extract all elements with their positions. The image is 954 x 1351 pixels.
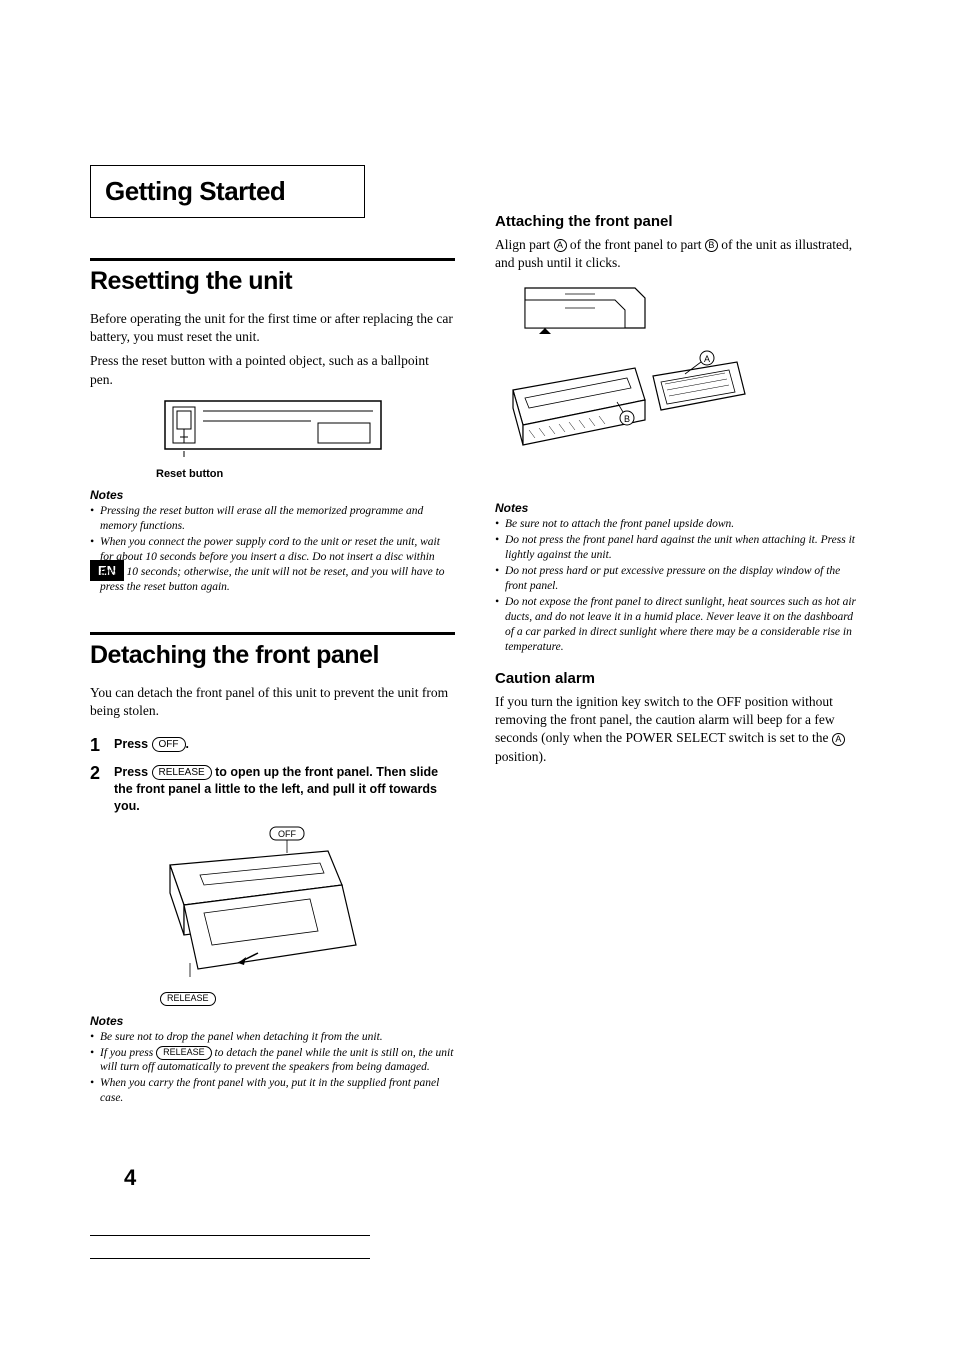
caution-heading: Caution alarm <box>495 670 860 687</box>
detaching-intro: You can detach the front panel of this u… <box>90 684 455 720</box>
resetting-para1: Before operating the unit for the first … <box>90 310 455 346</box>
resetting-notes: Pressing the reset button will erase all… <box>90 504 455 595</box>
page-number: 4 <box>124 1165 136 1191</box>
note-item: When you connect the power supply cord t… <box>90 535 455 595</box>
attaching-notes: Be sure not to attach the front panel up… <box>495 517 860 654</box>
resetting-heading: Resetting the unit <box>90 267 455 296</box>
circle-a: A <box>554 239 567 252</box>
notes-header: Notes <box>495 501 860 515</box>
notes-header: Notes <box>90 488 455 502</box>
circle-a: A <box>832 733 845 746</box>
step-number: 2 <box>90 764 104 815</box>
right-column: Attaching the front panel Align part A o… <box>495 165 860 1107</box>
note-item: Be sure not to attach the front panel up… <box>495 517 860 532</box>
note-item: Pressing the reset button will erase all… <box>90 504 455 534</box>
step-number: 1 <box>90 736 104 754</box>
off-button-label: OFF <box>152 737 186 752</box>
attach-figure: B A <box>495 280 860 485</box>
attaching-heading: Attaching the front panel <box>495 213 860 230</box>
note-item: When you carry the front panel with you,… <box>90 1076 455 1106</box>
attaching-para: Align part A of the front panel to part … <box>495 236 860 272</box>
section-title: Getting Started <box>105 176 350 207</box>
detaching-heading: Detaching the front panel <box>90 641 455 670</box>
detach-figure: OFF RELEASE <box>160 825 455 1008</box>
svg-text:OFF: OFF <box>278 829 296 839</box>
note-item: If you press RELEASE to detach the panel… <box>90 1046 455 1076</box>
note-item: Be sure not to drop the panel when detac… <box>90 1030 455 1045</box>
notes-header: Notes <box>90 1014 455 1028</box>
step-text: Press OFF. <box>114 736 189 754</box>
step-text: Press RELEASE to open up the front panel… <box>114 764 455 815</box>
caution-para: If you turn the ignition key switch to t… <box>495 693 860 766</box>
reset-figure <box>163 399 383 464</box>
note-item: Do not expose the front panel to direct … <box>495 595 860 655</box>
reset-caption: Reset button <box>156 468 455 480</box>
note-item: Do not press the front panel hard agains… <box>495 533 860 563</box>
circle-b: B <box>705 239 718 252</box>
svg-text:A: A <box>704 354 710 364</box>
footer-lines <box>90 1235 370 1281</box>
release-button-label: RELEASE <box>160 992 216 1006</box>
svg-text:B: B <box>624 414 630 424</box>
rule <box>90 258 455 261</box>
rule <box>90 632 455 635</box>
step-1: 1 Press OFF. <box>90 736 455 754</box>
release-button-label: RELEASE <box>152 765 212 780</box>
resetting-para2: Press the reset button with a pointed ob… <box>90 352 455 388</box>
section-title-box: Getting Started <box>90 165 365 218</box>
step-2: 2 Press RELEASE to open up the front pan… <box>90 764 455 815</box>
detaching-notes: Be sure not to drop the panel when detac… <box>90 1030 455 1107</box>
release-button-label: RELEASE <box>156 1046 212 1060</box>
left-column: Getting Started Resetting the unit Befor… <box>90 165 455 1107</box>
note-item: Do not press hard or put excessive press… <box>495 564 860 594</box>
